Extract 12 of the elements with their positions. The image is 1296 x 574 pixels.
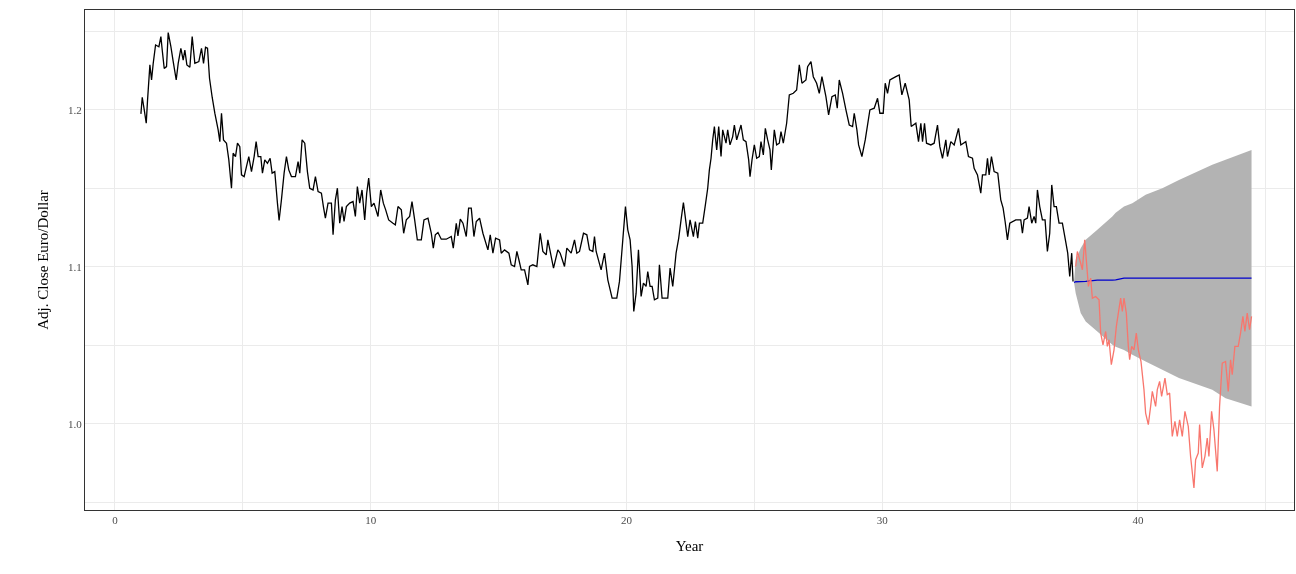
x-tick-label: 30 <box>876 514 889 527</box>
x-tick-label: 10 <box>365 514 377 527</box>
y-tick-label: 1.0 <box>68 417 83 430</box>
line-series <box>140 31 1074 313</box>
x-tick-label: 40 <box>1132 514 1144 527</box>
x-tick-label: 20 <box>620 514 633 527</box>
x-axis-title: Year <box>675 538 704 555</box>
x-tick-label: 0 <box>112 514 119 527</box>
y-tick-label: 1.2 <box>68 103 82 116</box>
line-series <box>1075 239 1253 489</box>
y-tick-label: 1.1 <box>68 260 82 273</box>
y-axis-title: Adj. Close Euro/Dollar <box>35 190 52 330</box>
